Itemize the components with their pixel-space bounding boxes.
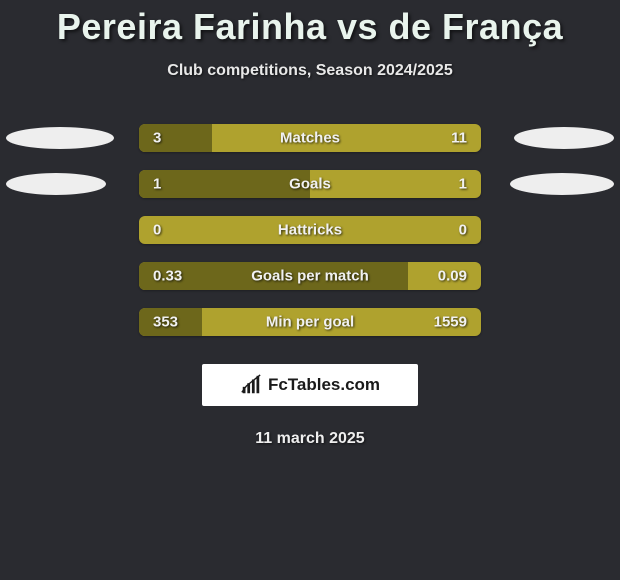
stat-bar: 3 Matches 11 bbox=[139, 124, 481, 152]
stat-row: 3 Matches 11 bbox=[0, 124, 620, 152]
stat-bar: 353 Min per goal 1559 bbox=[139, 308, 481, 336]
stat-label: Goals bbox=[289, 176, 331, 193]
stats-container: 3Matches111Goals10Hattricks00.33Goals pe… bbox=[0, 124, 620, 336]
stat-value-left: 3 bbox=[153, 130, 161, 147]
stat-value-right: 11 bbox=[451, 130, 467, 147]
page-title: Pereira Farinha vs de França bbox=[0, 6, 620, 48]
logo-text: FcTables.com bbox=[268, 375, 380, 395]
subtitle: Club competitions, Season 2024/2025 bbox=[0, 62, 620, 80]
stat-value-left: 1 bbox=[153, 176, 161, 193]
stat-value-right: 0.09 bbox=[438, 268, 467, 285]
stat-bar-left-fill bbox=[139, 124, 212, 152]
stat-label: Matches bbox=[280, 130, 340, 147]
bar-chart-icon bbox=[240, 374, 262, 396]
stat-bar: 1 Goals 1 bbox=[139, 170, 481, 198]
stat-row: 0.33 Goals per match 0.09 bbox=[0, 262, 620, 290]
player-right-oval bbox=[514, 127, 614, 149]
stat-label: Goals per match bbox=[251, 268, 369, 285]
stat-label: Hattricks bbox=[278, 222, 342, 239]
stat-bar-left-fill bbox=[139, 170, 310, 198]
stat-bar: 0.33 Goals per match 0.09 bbox=[139, 262, 481, 290]
stat-value-left: 353 bbox=[153, 314, 178, 331]
stat-bar: 0 Hattricks 0 bbox=[139, 216, 481, 244]
footer-date: 11 march 2025 bbox=[0, 430, 620, 448]
stat-row: 1 Goals 1 bbox=[0, 170, 620, 198]
stat-value-left: 0.33 bbox=[153, 268, 182, 285]
stat-label: Min per goal bbox=[266, 314, 354, 331]
player-right-oval bbox=[510, 173, 614, 195]
stat-value-right: 1 bbox=[459, 176, 467, 193]
stat-value-right: 1559 bbox=[434, 314, 467, 331]
stat-row: 0 Hattricks 0 bbox=[0, 216, 620, 244]
stat-row: 353 Min per goal 1559 bbox=[0, 308, 620, 336]
stat-value-right: 0 bbox=[459, 222, 467, 239]
player-left-oval bbox=[6, 127, 114, 149]
player-left-oval bbox=[6, 173, 106, 195]
stat-value-left: 0 bbox=[153, 222, 161, 239]
logo-box: FcTables.com bbox=[202, 364, 418, 406]
